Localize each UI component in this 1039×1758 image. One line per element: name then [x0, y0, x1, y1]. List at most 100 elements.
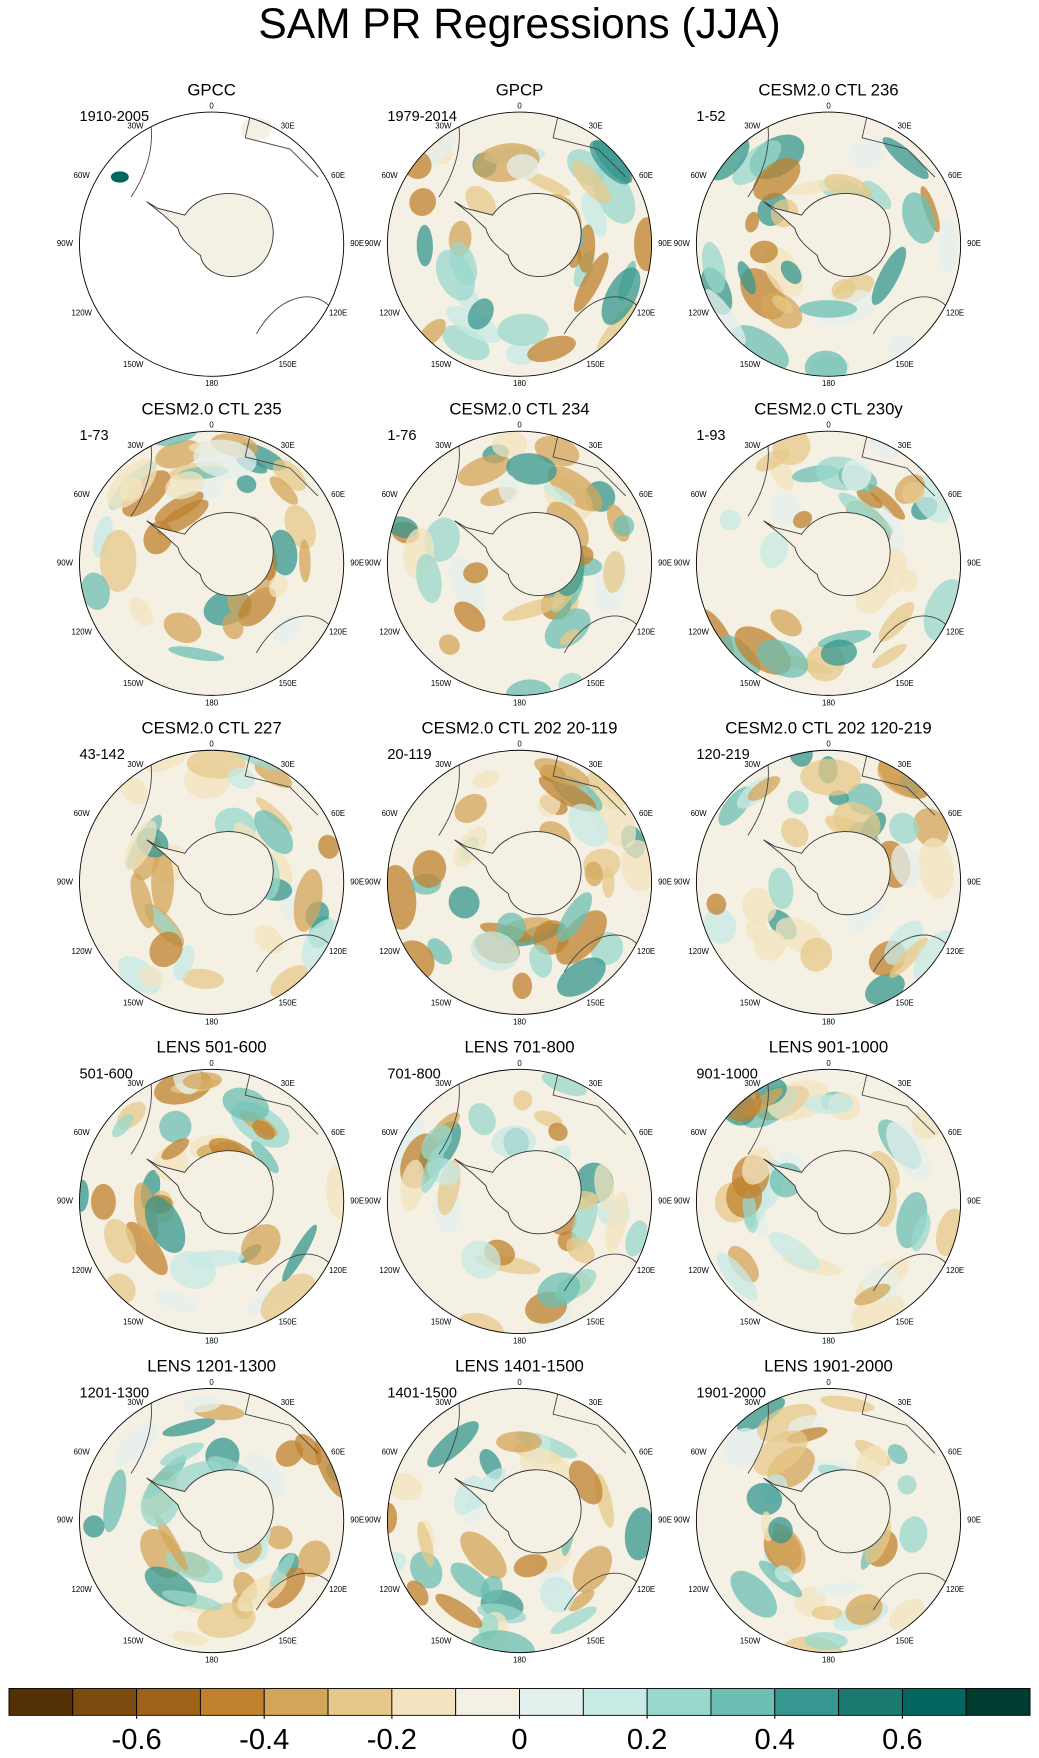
colorbar-box [136, 1688, 201, 1716]
field-blob [157, 499, 209, 536]
field-blob [737, 1397, 785, 1432]
map-panel: CESM2.0 CTL 202 120-219 120-219 0 30E 60E 90E… [674, 718, 981, 1026]
map-border [79, 1068, 345, 1335]
field-blob [153, 1289, 199, 1313]
field-blob [753, 158, 801, 201]
map-panel: LENS 1901-2000 1901-2000 0 30E 60E 90E 120E 150… [674, 1357, 981, 1665]
longitude-label: 60W [74, 1447, 91, 1456]
longitude-label: 150W [123, 679, 144, 688]
longitude-label: 90E [658, 1197, 672, 1206]
longitude-label: 90W [365, 239, 382, 248]
longitude-label: 90W [365, 558, 382, 567]
longitude-label: 150E [586, 1637, 604, 1646]
longitude-label: 30E [898, 122, 912, 131]
field-blob [470, 1630, 536, 1653]
field-blob [723, 1427, 762, 1467]
longitude-label: 150E [895, 998, 913, 1007]
longitude-label: 120E [946, 309, 964, 318]
longitude-label: 60E [331, 171, 345, 180]
field-blob [506, 154, 540, 180]
field-blob [613, 515, 635, 537]
field-blob [129, 598, 154, 627]
longitude-label: 150W [740, 998, 761, 1007]
field-blob [299, 539, 311, 583]
antarctica [454, 512, 582, 597]
field-blob [272, 459, 307, 491]
coastline [552, 432, 627, 497]
map-panel: GPCP 1979-2014 0 30E 60E 90E 120E 150E 180 150W 12… [365, 80, 672, 388]
map-border [386, 430, 653, 696]
longitude-label: 180 [822, 698, 836, 707]
antarctica [763, 193, 891, 277]
antarctica [146, 1150, 274, 1235]
field-blob [139, 966, 163, 988]
field-blob [899, 1516, 928, 1553]
longitude-label: 120E [329, 947, 347, 956]
field-blob [747, 776, 781, 801]
longitude-label: 120E [946, 947, 964, 956]
longitude-label: 90E [658, 558, 672, 567]
longitude-label: 90E [350, 239, 364, 248]
longitude-label: 90W [57, 1516, 74, 1525]
field-blob [701, 241, 726, 294]
field-blob [889, 812, 920, 844]
longitude-label: 150E [279, 1317, 297, 1326]
panel-title: CESM2.0 CTL 230y [754, 399, 903, 418]
field-blob [318, 834, 340, 859]
field-blob [547, 466, 603, 512]
colorbar-box [72, 1688, 138, 1716]
longitude-label: 30E [898, 760, 912, 769]
coastline [130, 1075, 152, 1155]
longitude-label: 30W [744, 441, 761, 450]
longitude-label: 60W [382, 1447, 399, 1456]
field-blob [470, 931, 519, 971]
field-blob [878, 601, 915, 642]
longitude-label: 60E [639, 171, 653, 180]
field-blob [753, 1430, 808, 1476]
coastline [130, 1395, 152, 1474]
panel-period: 1201-1300 [79, 1385, 149, 1401]
map-border [386, 111, 653, 377]
field-blob [222, 1087, 270, 1122]
longitude-label: 0 [209, 740, 214, 749]
panel-period: 701-800 [387, 1066, 440, 1082]
longitude-label: 60E [948, 171, 962, 180]
longitude-label: 150E [895, 360, 913, 369]
field-blob [103, 1469, 127, 1533]
field-blob [513, 1554, 548, 1578]
field-blob [119, 477, 143, 501]
antarctica [763, 1469, 891, 1554]
longitude-label: 60E [639, 490, 653, 499]
panel-title: LENS 1201-1300 [147, 1357, 276, 1376]
longitude-label: 150E [279, 1637, 297, 1646]
longitude-label: 180 [822, 1656, 836, 1665]
coastline [256, 296, 330, 351]
map-panel: CESM2.0 CTL 235 1-73 0 30E 60E 90E 120E 150E 180… [57, 399, 364, 707]
panel-title: CESM2.0 CTL 227 [141, 718, 281, 737]
field-blob [848, 138, 883, 170]
field-blob [273, 615, 301, 644]
panel-period: 1-52 [696, 109, 725, 125]
field [387, 758, 652, 999]
longitude-label: 30W [127, 1398, 144, 1407]
coastline [563, 615, 638, 670]
field-blob [787, 790, 809, 815]
field-blob [227, 767, 255, 789]
colorbar-box [327, 1688, 393, 1716]
longitude-label: 30W [127, 760, 144, 769]
panel-period: 1-76 [387, 428, 416, 444]
coastline [747, 437, 769, 517]
longitude-label: 90E [967, 1197, 981, 1206]
field-blob [732, 140, 782, 186]
longitude-label: 180 [513, 1336, 527, 1345]
map-panel: GPCC 1910-2005 0 30E 60E 90E 120E 150E 180 150W 12… [57, 80, 364, 388]
field-blob [110, 171, 129, 183]
coastline [552, 1389, 627, 1454]
longitude-label: 120W [688, 628, 709, 637]
longitude-label: 120E [946, 1585, 964, 1594]
colorbar-label: -0.4 [239, 1724, 289, 1756]
field-blob [453, 826, 488, 867]
longitude-label: 30W [127, 122, 144, 131]
antarctica [763, 1150, 891, 1235]
field-blob [544, 608, 591, 649]
